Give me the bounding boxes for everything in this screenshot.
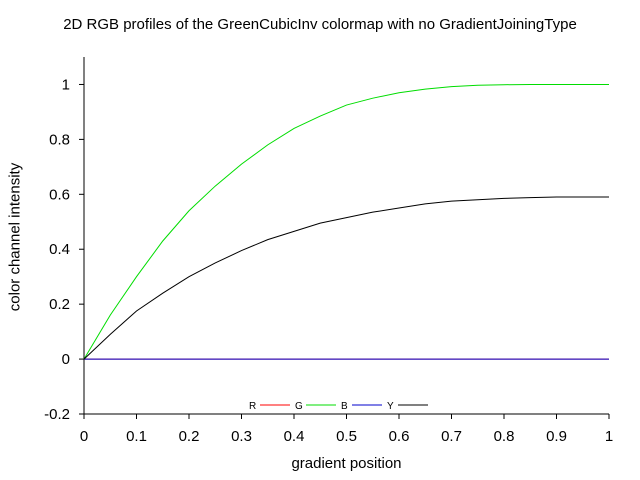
x-tick-label: 0.3: [231, 428, 252, 445]
chart-title: 2D RGB profiles of the GreenCubicInv col…: [63, 16, 577, 33]
series-line-g: [83, 83, 609, 360]
x-tick-label: 0.6: [389, 428, 410, 445]
series-line-y: [83, 196, 609, 360]
legend-label-g: G: [295, 401, 303, 412]
x-tick-label: 0.9: [546, 428, 567, 445]
y-tick-label: -0.2: [44, 406, 70, 423]
x-tick-label: 0.7: [441, 428, 462, 445]
x-tick-label: 0.8: [494, 428, 515, 445]
y-tick-label: 0.4: [49, 241, 70, 258]
x-tick-label: 0: [80, 428, 88, 445]
legend-label-y: Y: [387, 401, 394, 412]
legend-label-r: R: [249, 401, 256, 412]
y-tick-label: 0.6: [49, 186, 70, 203]
x-tick-label: 0.4: [284, 428, 305, 445]
x-tick-label: 0.5: [336, 428, 357, 445]
x-tick-label: 0.1: [126, 428, 147, 445]
x-tick-label: 0.2: [179, 428, 200, 445]
x-tick-label: 1: [605, 428, 613, 445]
y-tick-label: 0.8: [49, 131, 70, 148]
legend-label-b: B: [341, 401, 348, 412]
y-tick-label: 1: [62, 76, 70, 93]
y-tick-label: 0.2: [49, 296, 70, 313]
y-axis-label: color channel intensity: [6, 162, 24, 312]
x-axis-label: gradient position: [291, 455, 402, 472]
y-tick-label: 0: [62, 351, 70, 368]
